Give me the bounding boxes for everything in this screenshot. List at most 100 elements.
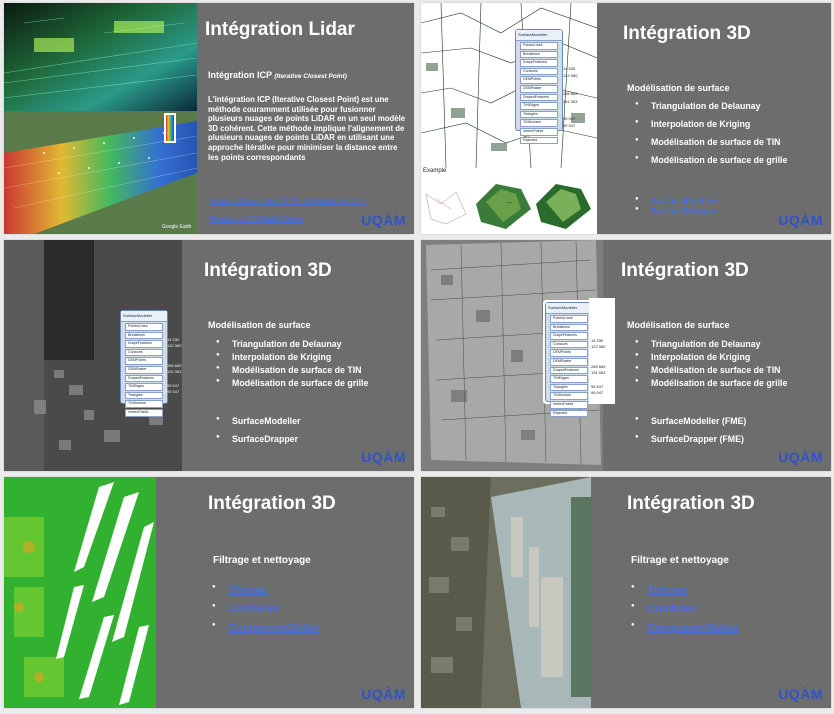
link-item[interactable]: ComponentSetter xyxy=(210,622,320,634)
slide-title: Intégration 3D xyxy=(623,23,751,44)
thinner-link[interactable]: Thinner xyxy=(647,584,688,596)
slide-integration-3d-surface-fme[interactable]: SurfaceModeller Points/Lines Breaklines … xyxy=(421,240,831,471)
surfacedrapper-link[interactable]: SurfaceDrapper xyxy=(651,206,718,216)
componentsetter-link[interactable]: ComponentSetter xyxy=(228,622,321,634)
fme-port: TINEdges xyxy=(520,102,558,110)
link-item[interactable]: Thinner xyxy=(629,584,739,596)
fme-port: Breaklines xyxy=(520,50,558,59)
example-area: Example → xyxy=(421,168,597,234)
fme-count: 191 063 xyxy=(563,99,578,104)
transformer-item: SurfaceModeller xyxy=(214,416,300,426)
example-label: Example xyxy=(423,168,447,174)
slide-title: Intégration 3D xyxy=(204,260,332,281)
fme-port: Rejected xyxy=(520,136,558,145)
slide-title: Intégration Lidar xyxy=(205,19,355,40)
method-item: Interpolation de Kriging xyxy=(633,119,787,129)
method-list: Triangulation de Delaunay Interpolation … xyxy=(633,101,787,165)
slide-lidar-icp[interactable]: Google Earth Intégration Lidar Intégrati… xyxy=(4,3,414,234)
fme-port: Breaklines xyxy=(125,331,163,340)
section-heading: Filtrage et nettoyage xyxy=(631,555,729,566)
thinner-link[interactable]: Thinner xyxy=(228,584,269,596)
surfacemodeller-link[interactable]: SurfaceModeller xyxy=(651,196,720,206)
slide-filtering-cleaning[interactable]: Intégration 3D Filtrage et nettoyage Thi… xyxy=(4,477,414,708)
section-heading: Filtrage et nettoyage xyxy=(213,555,311,566)
slide-integration-3d-surface[interactable]: SurfaceModeller Points/Lines Breaklines … xyxy=(421,3,831,234)
fme-count: 95 547 xyxy=(591,390,604,395)
aerial-harbour-image xyxy=(421,477,591,708)
method-item: Modélisation de surface de TIN xyxy=(214,365,368,375)
icp-video-link[interactable]: Iterative Closest Point (ICP) - 5 Minute… xyxy=(209,196,367,205)
grayscale-dem-image: SurfaceModeller Points/Lines Breaklines … xyxy=(4,240,182,471)
filter-links: Thinner Combiner ComponentSetter xyxy=(210,584,320,634)
link-item[interactable]: SurfaceDrapper xyxy=(633,206,719,216)
uqam-logo: UQÀM xyxy=(361,212,406,228)
fme-port: Breaklines xyxy=(550,323,588,332)
method-list: Triangulation de Delaunay Interpolation … xyxy=(633,339,787,388)
fme-count: 95 547 xyxy=(563,123,576,128)
fme-port: DrapeFeatures xyxy=(520,59,558,67)
fme-surfacemodeller-panel: SurfaceModeller Points/Lines Breaklines … xyxy=(543,300,595,418)
fme-panel-header: SurfaceModeller xyxy=(121,311,167,322)
fme-port: DrapedFeatures xyxy=(550,366,588,375)
example-terrain-illustration: → xyxy=(425,184,591,229)
fme-count: 191 063 xyxy=(167,369,182,374)
fme-port: Points/Lines xyxy=(125,323,163,331)
link-item[interactable]: Thinner xyxy=(210,584,320,596)
vector-map-illustration xyxy=(421,3,597,169)
fme-side-values: 14 530 122 980 286 689 191 063 95 547 95… xyxy=(167,337,187,397)
link-item[interactable]: ComponentSetter xyxy=(629,622,739,634)
phoenix-flight-planner-link[interactable]: Phoenix LiDAR Flight Planner xyxy=(209,214,305,223)
combiner-link[interactable]: Combiner xyxy=(647,603,699,615)
fme-count: 122 980 xyxy=(591,344,606,349)
fme-count: 191 063 xyxy=(591,370,606,375)
fme-port: VertexPoints xyxy=(520,127,558,136)
fme-port: DrapedFeatures xyxy=(520,93,558,102)
transformer-links: SurfaceModeller SurfaceDrapper xyxy=(633,196,719,216)
fme-port: Points/Lines xyxy=(550,315,588,323)
hillshade-city-image: SurfaceModeller Points/Lines Breaklines … xyxy=(421,240,603,471)
method-item: Modélisation de surface de TIN xyxy=(633,137,787,147)
fme-port: DEMPoints xyxy=(125,357,163,365)
fme-port: DrapeFeatures xyxy=(550,332,588,340)
fme-port: DEMPoints xyxy=(520,76,558,84)
slide-integration-3d-surface-2[interactable]: SurfaceModeller Points/Lines Breaklines … xyxy=(4,240,414,471)
combiner-link[interactable]: Combiner xyxy=(228,603,280,615)
fme-port: DrapeFeatures xyxy=(125,340,163,348)
fme-port: TINEdges xyxy=(125,383,163,391)
method-item: Modélisation de surface de grille xyxy=(633,378,787,388)
slide-body-text: L'intégration ICP (Iterative Closest Poi… xyxy=(208,95,406,162)
link-item[interactable]: Combiner xyxy=(629,603,739,615)
transformer-list: SurfaceModeller (FME) SurfaceDrapper (FM… xyxy=(633,416,746,444)
fme-port: DEMRaster xyxy=(550,357,588,366)
fme-port: TINSurface xyxy=(125,400,163,408)
method-item: Triangulation de Delaunay xyxy=(633,339,787,349)
slide-text-area: Intégration 3D Modélisation de surface T… xyxy=(603,240,831,471)
method-item: Modélisation de surface de grille xyxy=(214,378,368,388)
slide-filtering-cleaning-2[interactable]: Intégration 3D Filtrage et nettoyage Thi… xyxy=(421,477,831,708)
componentsetter-link[interactable]: ComponentSetter xyxy=(647,622,740,634)
slide-text-area: Intégration Lidar Intégration ICP (Itera… xyxy=(197,3,414,234)
section-heading: Modélisation de surface xyxy=(627,83,730,93)
fme-count: 122 980 xyxy=(167,343,182,348)
link-item[interactable]: SurfaceModeller xyxy=(633,196,719,206)
slide-text-area: Intégration 3D Modélisation de surface T… xyxy=(182,240,414,471)
fme-surfacemodeller-panel: SurfaceModeller Points/Lines Breaklines … xyxy=(515,29,563,145)
fme-count: 14 530 xyxy=(167,337,180,342)
uqam-logo: UQÀM xyxy=(778,212,823,228)
fme-port: Triangles xyxy=(125,391,163,400)
uqam-logo: UQÀM xyxy=(778,686,823,702)
lidar-point-cloud-images: Google Earth xyxy=(4,3,197,234)
fme-count: 14 530 xyxy=(563,66,576,71)
slide-subtitle: Intégration ICP (Iterative Closest Point… xyxy=(208,70,347,80)
fme-port: DrapedFeatures xyxy=(125,374,163,383)
link-item[interactable]: Combiner xyxy=(210,603,320,615)
fme-panel-header: SurfaceModeller xyxy=(546,303,592,314)
slide-text-area: Intégration 3D Filtrage et nettoyage Thi… xyxy=(591,477,831,708)
transformer-item: SurfaceModeller (FME) xyxy=(633,416,746,426)
slide-text-area: Intégration 3D Filtrage et nettoyage Thi… xyxy=(156,477,414,708)
fme-count: 286 689 xyxy=(563,91,578,96)
google-earth-label: Google Earth xyxy=(162,224,192,230)
uqam-logo: UQÀM xyxy=(778,449,823,465)
transformer-item: SurfaceDrapper xyxy=(214,434,300,444)
method-item: Interpolation de Kriging xyxy=(633,352,787,362)
